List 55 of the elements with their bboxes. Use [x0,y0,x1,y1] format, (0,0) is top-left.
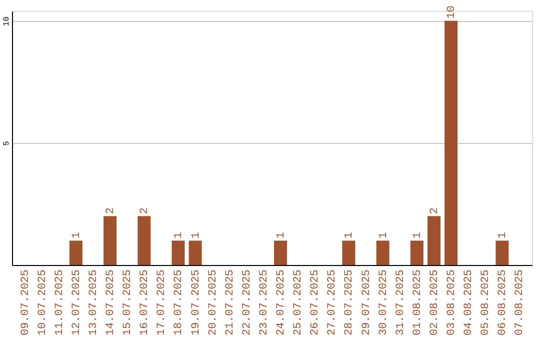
x-tick-label: 23.07.2025 [258,270,270,336]
x-tick-label: 30.07.2025 [378,270,390,336]
data-label: 10 [446,6,458,19]
data-label: 2 [139,208,152,214]
x-tick-label: 09.07.2025 [20,270,32,336]
x-tick-label: 03.08.2025 [446,270,458,336]
x-tick-label: 27.07.2025 [326,270,339,336]
bar [188,240,202,265]
data-label: 1 [344,232,356,239]
x-tick-label: 16.07.2025 [139,270,152,336]
x-tick-label: 19.07.2025 [190,270,202,336]
x-tick-label: 07.08.2025 [514,270,526,336]
x-tick-label: 10.07.2025 [36,270,49,336]
data-label: 1 [276,232,288,239]
x-tick-label: 25.07.2025 [292,270,305,336]
bar [138,216,151,265]
bar [496,240,509,265]
x-tick-label: 26.07.2025 [310,270,322,336]
x-tick-label: 11.07.2025 [54,270,66,336]
data-label: 1 [378,232,390,239]
x-tick-label: 12.07.2025 [70,270,83,336]
x-tick-label: 31.07.2025 [394,270,407,336]
data-label: 2 [428,208,441,214]
data-label: 1 [173,232,186,239]
bar [342,240,356,265]
bar [444,20,458,265]
bar [427,216,440,265]
x-tick-label: 24.07.2025 [276,270,288,336]
data-label: 1 [70,232,83,239]
bar [104,216,117,265]
data-label: 1 [190,232,202,239]
data-label: 2 [105,208,118,214]
x-tick-label: 14.07.2025 [105,270,118,336]
x-tick-label: 04.08.2025 [463,270,476,336]
x-tick-label: 28.07.2025 [344,270,356,336]
data-label: 1 [497,232,510,239]
x-tick-label: 06.08.2025 [497,270,510,336]
bar [410,240,424,265]
y-tick-label: 5 [2,140,12,146]
x-tick-label: 01.08.2025 [412,270,424,336]
x-tick-label: 18.07.2025 [173,270,186,336]
x-tick-label: 02.08.2025 [428,270,441,336]
data-label: 1 [412,232,424,239]
x-tick-label: 05.08.2025 [480,270,492,336]
bar [274,240,288,265]
x-tick-label: 29.07.2025 [360,270,373,336]
x-tick-label: 20.07.2025 [207,270,220,336]
bar [376,240,390,265]
x-tick-label: 17.07.2025 [156,270,168,336]
x-tick-label: 22.07.2025 [241,270,254,336]
x-tick-label: 15.07.2025 [122,270,134,336]
x-tick-label: 21.07.2025 [224,270,236,336]
bar [172,240,185,265]
bar [69,240,82,265]
x-tick-label: 13.07.2025 [88,270,100,336]
